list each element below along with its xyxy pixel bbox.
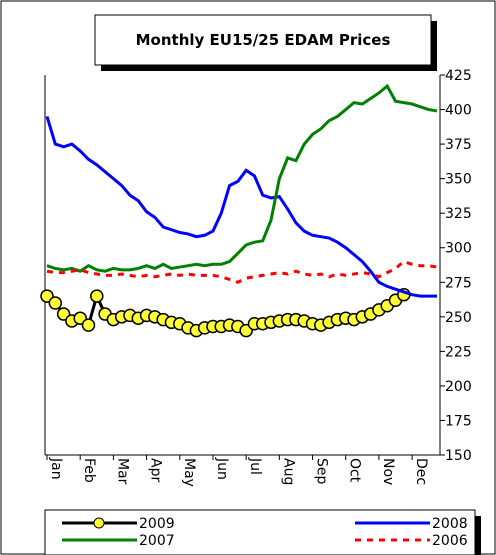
x-tick-label: Jul [247, 457, 263, 475]
legend-label: 2008 [432, 516, 468, 532]
legend-label: 2009 [139, 516, 175, 532]
series-marker [48, 296, 63, 310]
y-tick-label: 250 [445, 310, 472, 326]
chart-title: Monthly EU15/25 EDAM Prices [136, 31, 391, 49]
series-marker [81, 318, 96, 332]
y-tick-label: 400 [445, 103, 472, 119]
x-tick-label: Nov [380, 458, 396, 485]
y-tick-label: 300 [445, 241, 472, 257]
y-tick-label: 150 [445, 448, 472, 464]
x-tick-label: May [181, 458, 197, 487]
x-tick-label: Jan [48, 457, 64, 480]
y-tick-label: 200 [445, 379, 472, 395]
y-tick-label: 175 [445, 413, 472, 429]
y-tick-label: 425 [445, 68, 472, 84]
x-tick-label: Apr [148, 458, 164, 482]
y-tick-label: 275 [445, 275, 472, 291]
x-tick-label: Mar [114, 458, 130, 485]
x-tick-label: Dec [413, 458, 429, 485]
series-marker [90, 289, 104, 303]
series-line [45, 116, 437, 298]
x-tick-label: Aug [280, 458, 296, 485]
legend-label: 2007 [139, 533, 175, 549]
x-tick-label: Sep [314, 458, 330, 485]
title-box [94, 14, 432, 66]
x-tick-label: Jun [214, 457, 230, 480]
y-tick-label: 325 [445, 206, 472, 222]
y-tick-label: 375 [445, 137, 472, 153]
y-tick-label: 225 [445, 344, 472, 360]
legend-box [44, 509, 476, 555]
x-tick-label: Oct [347, 458, 363, 483]
y-tick-label: 350 [445, 172, 472, 188]
legend-label: 2006 [432, 533, 468, 549]
legend-marker [93, 517, 105, 529]
series-line [46, 83, 438, 273]
x-tick-label: Feb [81, 458, 97, 483]
